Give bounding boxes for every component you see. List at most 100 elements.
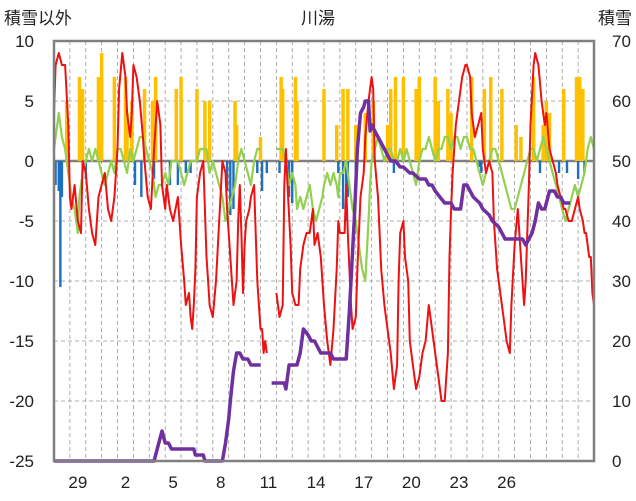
precip-bar xyxy=(322,89,326,161)
precip-bar xyxy=(130,101,134,161)
precip-bar-negative xyxy=(176,161,180,185)
precip-bar-negative xyxy=(260,161,264,191)
precip-bar xyxy=(547,113,552,161)
x-tick-label: 29 xyxy=(68,473,87,492)
precip-bar-negative xyxy=(232,161,235,209)
y-left-tick-label: 0 xyxy=(25,152,34,171)
precip-bar xyxy=(64,101,69,161)
x-tick-label: 11 xyxy=(260,473,278,492)
precip-bar xyxy=(489,77,493,161)
temperature-line xyxy=(53,52,268,354)
plot-frame xyxy=(52,39,596,463)
y-left-tick-label: -15 xyxy=(9,332,34,351)
precip-bar xyxy=(514,125,518,161)
precip-bar xyxy=(385,125,390,161)
y-left-tick-labels: 10 5 0 -5 -10 -15 -20 -25 xyxy=(9,32,34,471)
precip-bar xyxy=(112,77,117,161)
gridlines xyxy=(54,41,594,461)
precip-bar xyxy=(446,89,450,161)
precip-bar xyxy=(433,77,437,161)
precip-bar-negative xyxy=(480,161,483,173)
y-right-tick-label: 20 xyxy=(612,332,631,351)
precip-bar xyxy=(346,89,350,161)
precip-bar xyxy=(179,77,183,161)
left-axis-label: 積雪以外 xyxy=(4,9,72,29)
precip-bar-negative xyxy=(341,161,345,209)
precip-bar-negative xyxy=(557,161,561,173)
plot-border xyxy=(52,39,596,463)
precip-bar xyxy=(393,77,398,161)
precip-bar xyxy=(280,89,285,161)
x-tick-label: 2 xyxy=(121,473,130,492)
y-left-tick-label: -5 xyxy=(19,212,34,231)
precip-bar xyxy=(388,89,393,161)
x-tick-label: 5 xyxy=(168,473,177,492)
precip-bar xyxy=(195,89,199,161)
x-tick-label: 26 xyxy=(497,473,516,492)
y-right-tick-label: 30 xyxy=(612,272,631,291)
y-left-tick-label: 10 xyxy=(15,32,34,51)
precip-bar xyxy=(207,101,212,161)
precip-bar-negative xyxy=(60,161,64,197)
precip-bar-negative xyxy=(229,161,232,215)
precip-bar-negative xyxy=(54,161,57,185)
precip-bar-negative xyxy=(133,161,137,185)
precip-bar xyxy=(577,77,582,161)
x-tick-label: 23 xyxy=(450,473,469,492)
precip-bar xyxy=(436,101,441,161)
precip-bar-negative xyxy=(184,161,188,173)
precip-bar-negative xyxy=(392,161,396,173)
y-left-tick-label: 5 xyxy=(25,92,34,111)
y-left-tick-label: -20 xyxy=(9,392,34,411)
precip-bar-negative xyxy=(189,161,192,173)
precip-bar xyxy=(544,101,549,161)
y-left-tick-label: -25 xyxy=(9,452,34,471)
precip-bar xyxy=(574,77,579,161)
precip-bar-negative xyxy=(140,161,143,197)
y-right-tick-label: 10 xyxy=(612,392,631,411)
precip-bar xyxy=(417,77,422,161)
temperature-line xyxy=(275,52,595,402)
right-axis-label: 積雪 xyxy=(598,9,632,29)
y-right-tick-label: 60 xyxy=(612,92,631,111)
precip-bar-negative xyxy=(265,161,269,173)
precip-bar-negative xyxy=(57,161,60,191)
precip-bar xyxy=(125,113,129,161)
y-right-tick-label: 40 xyxy=(612,212,631,231)
x-tick-label: 17 xyxy=(354,473,373,492)
precip-bar-negative xyxy=(576,161,580,179)
precip-bar xyxy=(500,89,504,161)
dewpoint-line xyxy=(52,111,261,235)
precip-bar-negative xyxy=(278,161,281,173)
precip-bar xyxy=(334,125,339,161)
y-right-tick-labels: 70 60 50 40 30 20 10 0 xyxy=(612,32,631,471)
precip-bar-negative xyxy=(337,161,340,173)
precip-bar-negative xyxy=(291,161,294,203)
precip-bar xyxy=(541,125,545,161)
precip-bar xyxy=(414,89,418,161)
precip-bar-negative xyxy=(565,161,569,173)
snow_depth-line xyxy=(271,99,571,391)
precip-bar xyxy=(354,125,358,161)
precip-bar xyxy=(203,101,207,161)
y-left-tick-label: -10 xyxy=(9,272,34,291)
chart-title: 川湯 xyxy=(301,9,335,29)
precip-bar xyxy=(531,77,536,161)
y-right-tick-label: 70 xyxy=(612,32,631,51)
x-tick-label: 8 xyxy=(216,473,225,492)
y-right-tick-label: 0 xyxy=(612,452,621,471)
y-right-tick-label: 50 xyxy=(612,152,631,171)
precip-bar xyxy=(99,53,104,161)
precip-bar xyxy=(581,89,585,161)
precip-bar-negative xyxy=(256,161,259,173)
precip-bar xyxy=(295,101,299,161)
precip-bar xyxy=(401,77,406,161)
x-tick-label: 20 xyxy=(402,473,421,492)
precip-bar xyxy=(142,89,147,161)
precip-bar-negative xyxy=(538,161,542,173)
precip-bar-negative xyxy=(152,161,156,179)
snow_depth-line xyxy=(54,351,261,463)
x-tick-label: 14 xyxy=(307,473,326,492)
precip-bar xyxy=(174,89,179,161)
